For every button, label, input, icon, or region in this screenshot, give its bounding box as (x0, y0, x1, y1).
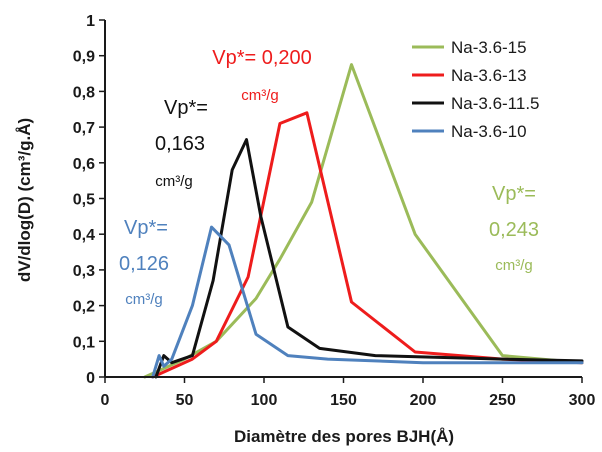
x-tick-label: 200 (410, 392, 437, 409)
series-line-na-3-6-13 (151, 111, 584, 379)
x-tick-label: 0 (101, 392, 110, 409)
x-tick-label: 250 (489, 392, 516, 409)
x-tick-label: 100 (251, 392, 278, 409)
y-axis-label: dV/dlog(D) (cm³/g.Å) (15, 118, 34, 282)
legend-label: Na-3.6-10 (451, 122, 527, 141)
annotation-text: Vp*= (492, 183, 536, 205)
x-tick-label: 50 (176, 392, 194, 409)
legend-label: Na-3.6-15 (451, 38, 527, 57)
y-tick-label: 0,5 (73, 192, 95, 209)
annotation-text: cm³/g (155, 173, 193, 190)
y-tick-label: 0,8 (73, 84, 95, 101)
x-tick-label: 150 (330, 392, 357, 409)
y-tick-label: 0 (86, 370, 95, 387)
legend-label: Na-3.6-11.5 (451, 94, 540, 113)
annotations: Vp*= 0,200 cm³/g Vp*= 0,163 cm³/g Vp*= 0,126 cm… (119, 47, 539, 308)
series-line-na-3-6-15 (143, 63, 584, 379)
y-tick-label: 0,2 (73, 299, 95, 316)
x-tick-label: 300 (569, 392, 596, 409)
y-axis-title: dV/dlog(D) (cm³/g.Å) (15, 118, 34, 282)
annotation-text: 0,126 (119, 253, 169, 275)
y-tick-label: 0,7 (73, 120, 95, 137)
annotation-text: Vp*= (124, 217, 168, 239)
y-tick-label: 0,3 (73, 263, 95, 280)
x-axis-label: Diamètre des pores BJH(Å) (234, 427, 454, 446)
series-line-na-3-6-10 (151, 225, 584, 379)
series-lines (143, 63, 584, 379)
y-tick-label: 0,6 (73, 156, 95, 173)
annotation-text: cm³/g (495, 257, 533, 274)
legend: Na-3.6-15 Na-3.6-13 Na-3.6-11.5 Na-3.6-10 (412, 38, 540, 141)
series-line-na-3-6-11-5 (154, 138, 584, 379)
y-tick-label: 0,4 (73, 227, 95, 244)
annotation-text: cm³/g (125, 291, 163, 308)
y-tick-label: 1 (86, 13, 95, 30)
annotation-text: Vp*= (164, 97, 208, 119)
annotation-text: 0,243 (489, 219, 539, 241)
annotation-text: 0,163 (155, 133, 205, 155)
annotation-text: Vp*= 0,200 (212, 47, 312, 69)
legend-label: Na-3.6-13 (451, 66, 527, 85)
y-axis-ticks: 0 0,1 0,2 0,3 0,4 0,5 0,6 0,7 0,8 0,9 1 (73, 13, 105, 387)
y-tick-label: 0,9 (73, 49, 95, 66)
y-tick-label: 0,1 (73, 334, 95, 351)
annotation-text: cm³/g (241, 87, 279, 104)
x-axis-ticks: 0 50 100 150 200 250 300 (101, 377, 596, 409)
